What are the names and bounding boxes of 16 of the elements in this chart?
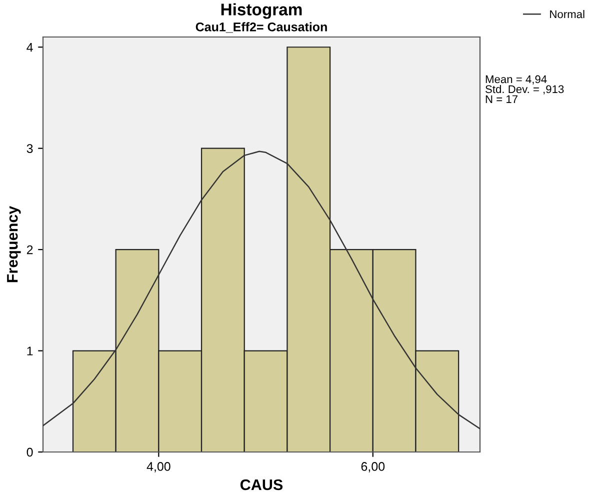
x-axis-title: CAUS [240,479,283,490]
x-tick-label: 4,00 [146,462,170,472]
text: N = 17 [486,95,518,103]
text: Std. Dev. = ,913 [486,84,564,94]
chart-subtitle: Cau1_Eff2= Causation [196,22,327,33]
legend-label: Normal [550,10,584,18]
chart-title: Histogram [221,3,302,19]
text: Mean = 4,94 [486,75,547,84]
y-tick-label: 1 [27,346,33,356]
y-tick-label: 4 [26,43,33,52]
line-series [43,150,480,430]
x-tick-label: 6,00 [361,462,385,472]
y-tick-label: 3 [26,144,33,153]
y-tick-label: 0 [26,448,33,457]
y-axis-title: Frequency [7,206,21,282]
y-tick-label: 2 [26,245,33,254]
